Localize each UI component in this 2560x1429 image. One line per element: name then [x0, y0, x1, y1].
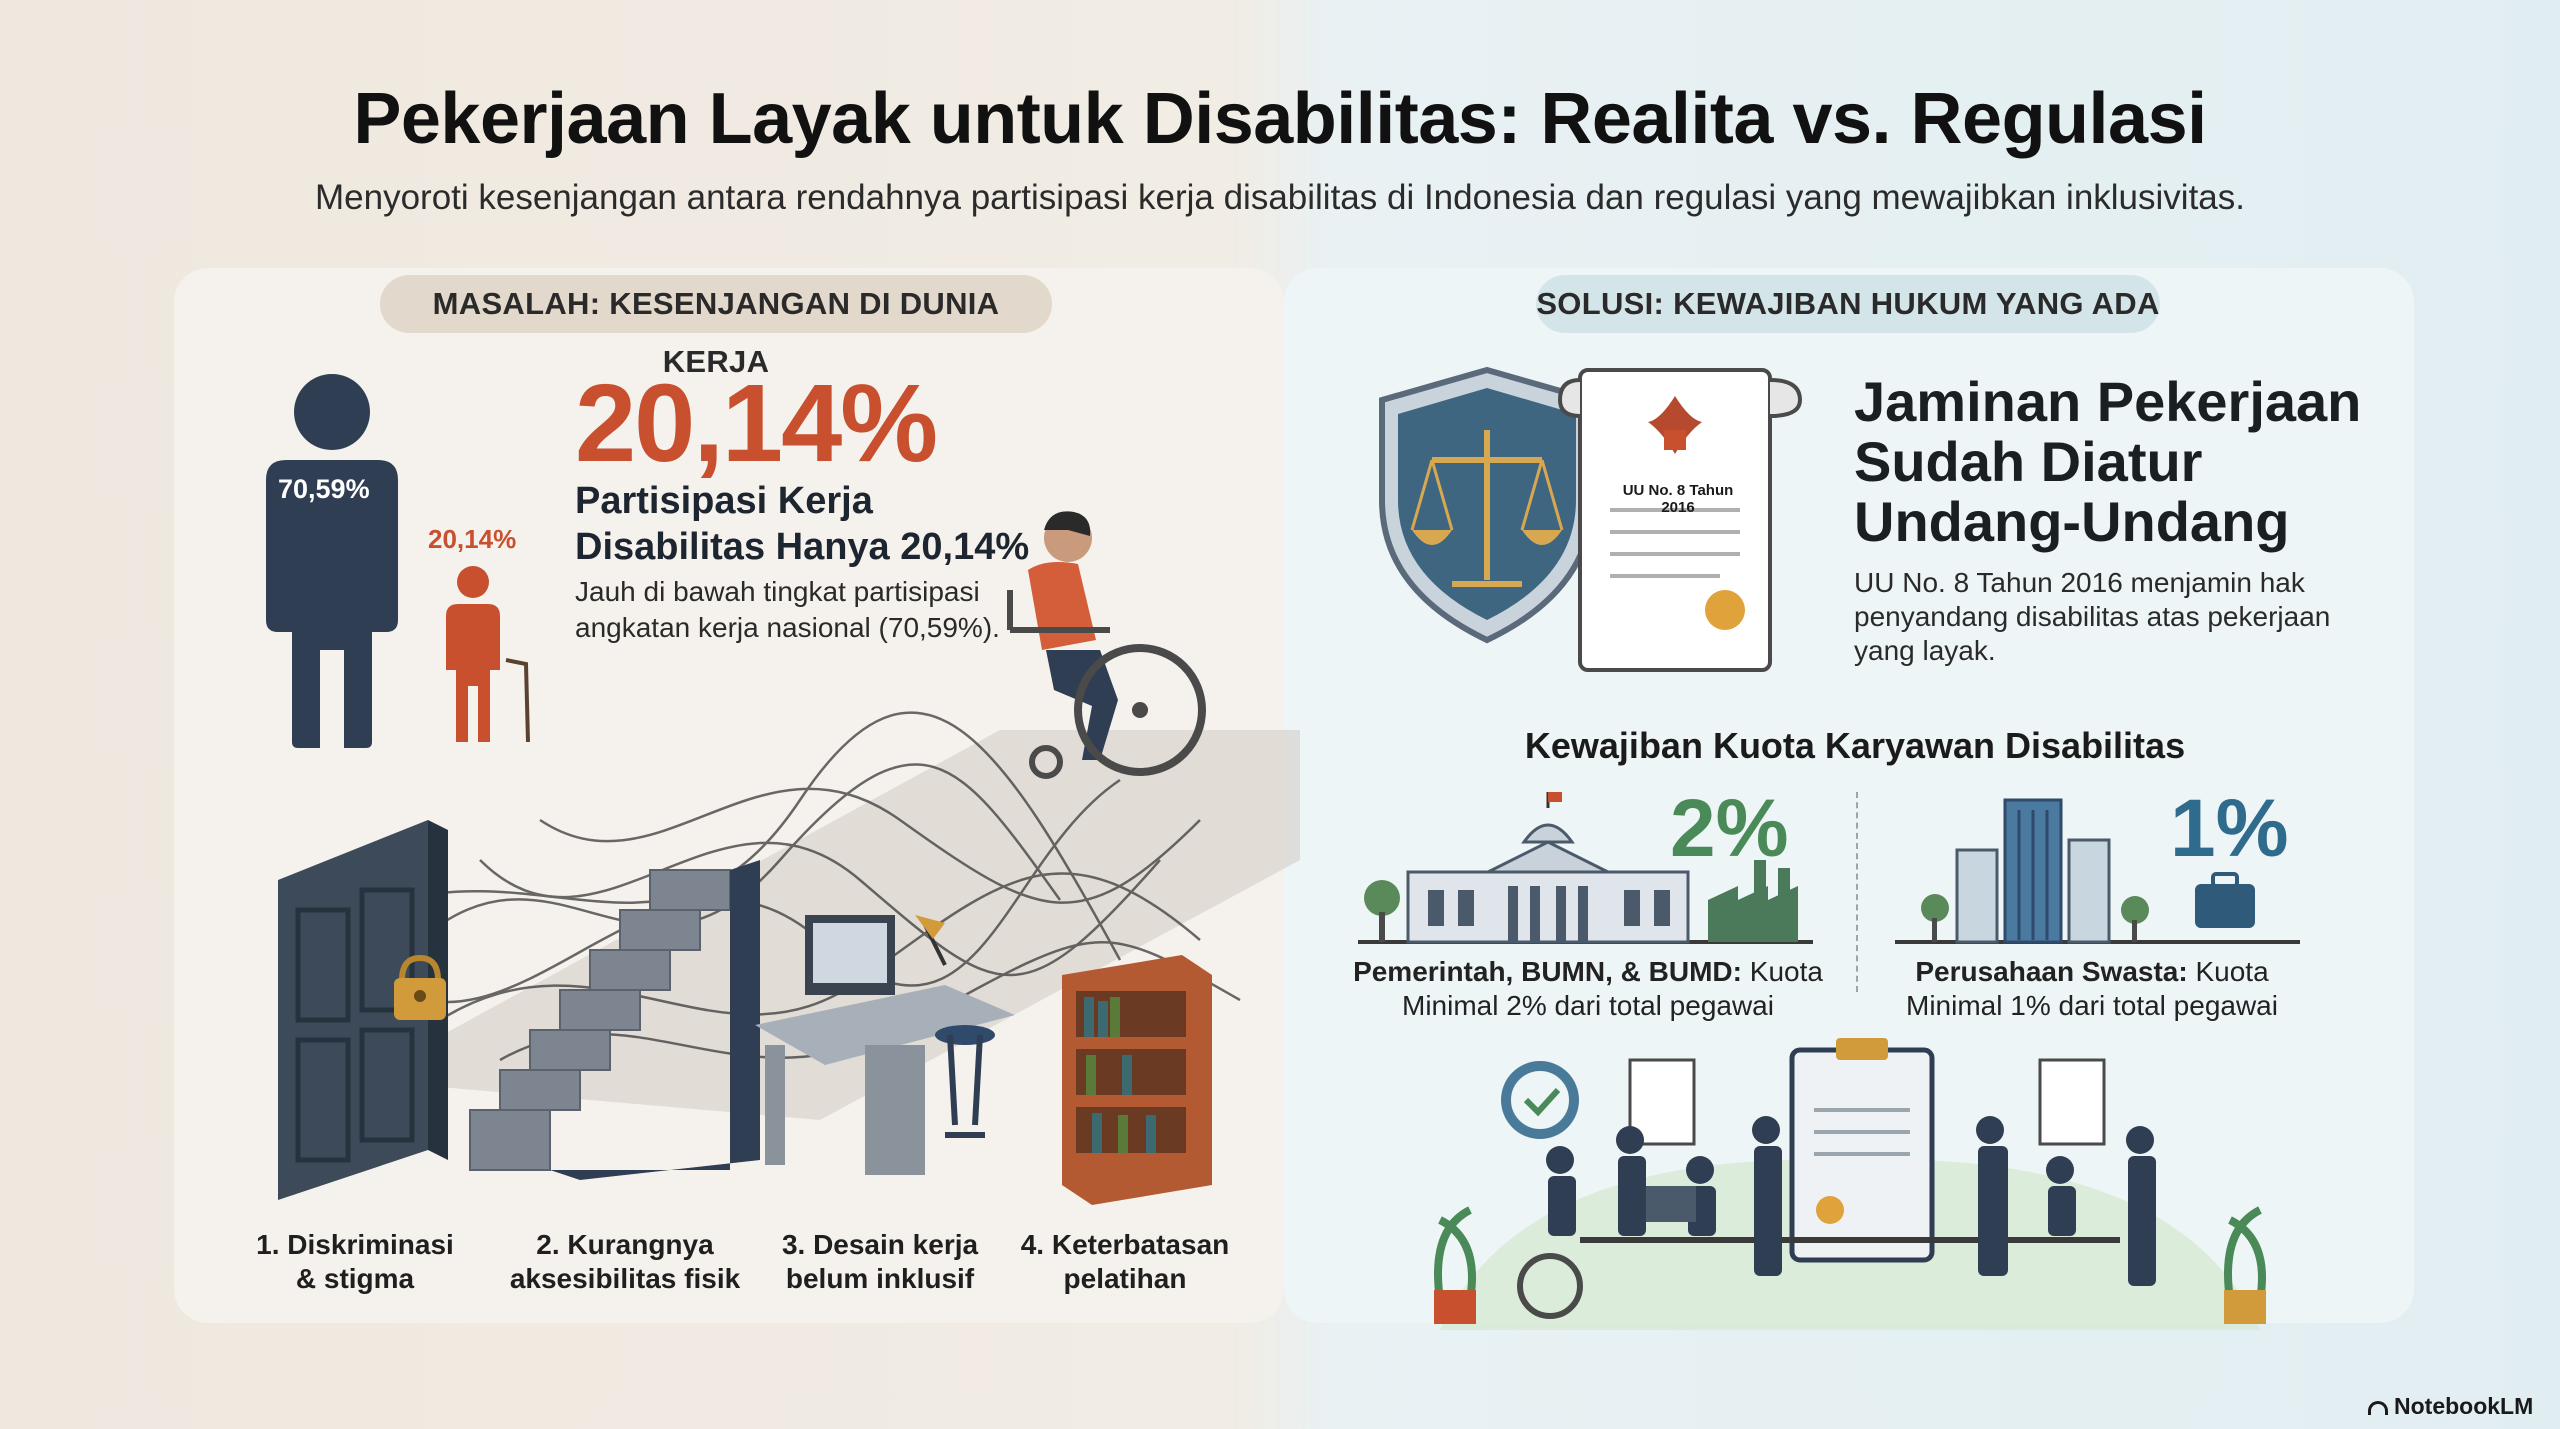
page-subtitle: Menyoroti kesenjangan antara rendahnya p… — [314, 178, 2245, 217]
disabled-figure-label: 20,14% — [428, 524, 517, 554]
private-quota-rest: Kuota — [2195, 956, 2269, 987]
law-document-illustration — [1557, 368, 1803, 672]
desk-computer-illustration — [755, 915, 1015, 1175]
private-company-icon — [1895, 798, 2300, 944]
brand-label: NotebookLM — [2394, 1393, 2534, 1419]
barrier-3-line2: belum inklusif — [785, 1263, 975, 1294]
problem-pill: MASALAH: KESENJANGAN DI DUNIA KERJA — [380, 275, 1052, 379]
guarantee-description-line1: UU No. 8 Tahun 2016 menjamin hak — [1854, 567, 2305, 598]
barrier-4-line2: pelatihan — [1063, 1263, 1187, 1294]
private-quota-text: Perusahaan Swasta: Kuota Minimal 1% dari… — [1882, 955, 2302, 1023]
barrier-3-line1: 3. Desain kerja — [781, 1229, 979, 1260]
barrier-1-line2: & stigma — [295, 1263, 415, 1294]
page-title: Pekerjaan Layak untuk Disabilitas: Reali… — [353, 79, 2207, 159]
shield-scales-icon — [1379, 366, 1595, 644]
government-building-icon — [1358, 792, 1813, 944]
guarantee-description-line3: yang layak. — [1854, 635, 1996, 666]
guarantee-description-line2: penyandang disabilitas atas pekerjaan — [1854, 601, 2331, 632]
barrier-2-line1: 2. Kurangnya — [536, 1229, 714, 1260]
participation-description-line2: angkatan kerja nasional (70,59%). — [575, 612, 1000, 643]
guarantee-description: UU No. 8 Tahun 2016 menjamin hak penyand… — [1854, 566, 2334, 668]
guarantee-headline-line1: Jaminan Pekerjaan — [1854, 370, 2362, 433]
inclusive-workplace-illustration — [1434, 1038, 2266, 1330]
barrier-2-line2: aksesibilitas fisik — [509, 1263, 741, 1294]
government-quota-text: Pemerintah, BUMN, & BUMD: Kuota Minimal … — [1348, 955, 1828, 1023]
government-quota-line2: Minimal 2% dari total pegawai — [1402, 990, 1774, 1021]
participation-headline-line2: Disabilitas Hanya 20,14% — [575, 526, 1030, 568]
solution-pill: SOLUSI: KEWAJIBAN HUKUM YANG ADA — [1536, 275, 2160, 333]
barrier-label-2: 2. Kurangnya aksesibilitas fisik — [490, 1228, 760, 1296]
guarantee-headline: Jaminan Pekerjaan Sudah Diatur Undang-Un… — [1854, 372, 2414, 552]
participation-description-line1: Jauh di bawah tingkat partisipasi — [575, 576, 980, 607]
private-quota-line1: Perusahaan Swasta: Kuota — [1882, 955, 2302, 989]
government-quota-bold: Pemerintah, BUMN, & BUMD: — [1353, 956, 1742, 987]
barrier-label-3: 3. Desain kerja belum inklusif — [760, 1228, 1000, 1296]
notebooklm-logo-icon — [2368, 1400, 2388, 1415]
stairs-illustration — [469, 860, 760, 1180]
barrier-4-line1: 4. Keterbatasan — [1020, 1229, 1230, 1260]
document-label: UU No. 8 Tahun 2016 — [1622, 482, 1734, 516]
barrier-1-line1: 1. Diskriminasi — [256, 1229, 454, 1260]
quota-divider — [1856, 792, 1858, 992]
government-quota-rest: Kuota — [1749, 956, 1823, 987]
private-quota-bold: Perusahaan Swasta: — [1915, 956, 2188, 987]
barrier-label-4: 4. Keterbatasan pelatihan — [1005, 1228, 1245, 1296]
private-quota-line2: Minimal 1% dari total pegawai — [1906, 990, 2278, 1021]
quota-section-title: Kewajiban Kuota Karyawan Disabilitas — [1524, 725, 2186, 766]
locked-door-illustration — [278, 820, 448, 1200]
bookshelf-illustration — [1062, 955, 1212, 1205]
barrier-label-1: 1. Diskriminasi & stigma — [245, 1228, 465, 1296]
person-figures-illustration — [266, 374, 530, 748]
participation-headline-line1: Partisipasi Kerja — [575, 480, 873, 522]
participation-percent: 20,14% — [575, 362, 938, 485]
wheelchair-user-illustration — [1007, 511, 1206, 779]
national-figure-label: 70,59% — [278, 474, 370, 504]
participation-headline: Partisipasi Kerja Disabilitas Hanya 20,1… — [575, 478, 1055, 570]
government-quota-line1: Pemerintah, BUMN, & BUMD: Kuota — [1348, 955, 1828, 989]
notebooklm-brand: NotebookLM — [2368, 1393, 2533, 1420]
guarantee-headline-line3: Undang-Undang — [1854, 490, 2290, 553]
private-quota-percent: 1% — [2170, 783, 2289, 874]
participation-description: Jauh di bawah tingkat partisipasi angkat… — [575, 574, 1035, 646]
government-quota-percent: 2% — [1670, 783, 1789, 874]
guarantee-headline-line2: Sudah Diatur — [1854, 430, 2203, 493]
